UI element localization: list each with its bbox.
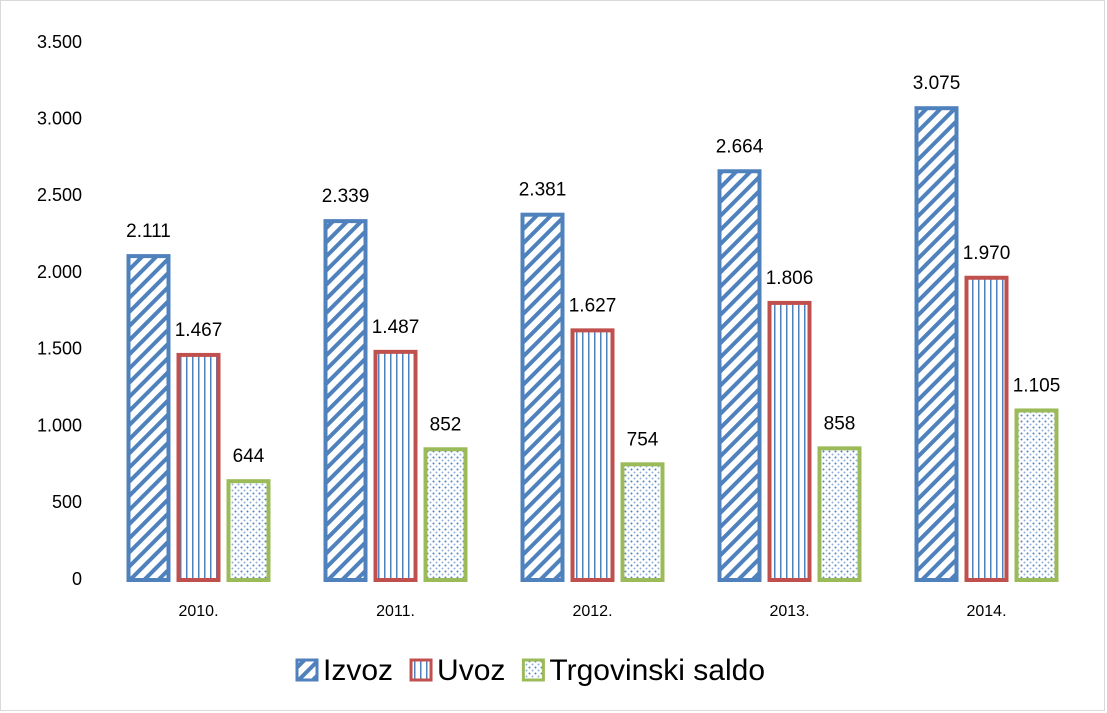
bar [323, 219, 368, 582]
x-tick-label: 2014. [966, 603, 1006, 620]
legend-swatch [409, 658, 433, 682]
bar [767, 300, 812, 582]
bar [520, 212, 565, 582]
bar [176, 352, 221, 582]
y-tick-label: 2.000 [37, 262, 82, 282]
value-label: 2.381 [519, 180, 567, 201]
bar [570, 328, 615, 582]
value-label: 754 [627, 429, 659, 450]
y-tick-label: 2.500 [37, 185, 82, 205]
x-tick-label: 2012. [572, 603, 612, 620]
bar [1014, 408, 1059, 582]
value-label: 1.627 [569, 295, 617, 316]
x-tick-label: 2010. [178, 603, 218, 620]
legend-label: Izvoz [323, 654, 393, 687]
bar [620, 462, 665, 582]
value-label: 858 [824, 413, 856, 434]
x-tick-label: 2011. [376, 603, 415, 620]
bar [817, 446, 862, 582]
bar [914, 106, 959, 582]
y-tick-label: 1.500 [37, 339, 82, 359]
x-tick-label: 2013. [769, 603, 809, 620]
y-tick-label: 0 [72, 569, 82, 589]
y-tick-label: 3.000 [37, 108, 82, 128]
bar [126, 254, 171, 582]
value-label: 2.339 [322, 186, 370, 207]
legend-swatch [521, 658, 545, 682]
value-label: 1.806 [766, 268, 814, 289]
bar [717, 169, 762, 582]
value-label: 1.467 [175, 320, 223, 341]
bar [373, 349, 418, 582]
value-label: 3.075 [913, 73, 961, 94]
value-label: 644 [233, 446, 265, 467]
bar [226, 479, 271, 582]
legend-label: Trgovinski saldo [549, 654, 765, 687]
value-label: 1.487 [372, 317, 420, 338]
value-label: 2.664 [716, 136, 764, 157]
y-tick-label: 1.000 [37, 415, 82, 435]
y-tick-label: 500 [52, 492, 82, 512]
y-tick-label: 3.500 [37, 32, 82, 52]
value-label: 1.105 [1013, 375, 1061, 396]
legend-label: Uvoz [437, 654, 505, 687]
value-label: 2.111 [126, 221, 171, 242]
value-label: 1.970 [963, 243, 1011, 264]
bar [423, 447, 468, 583]
bar [964, 275, 1009, 582]
legend-swatch [295, 658, 319, 682]
value-label: 852 [430, 414, 462, 435]
